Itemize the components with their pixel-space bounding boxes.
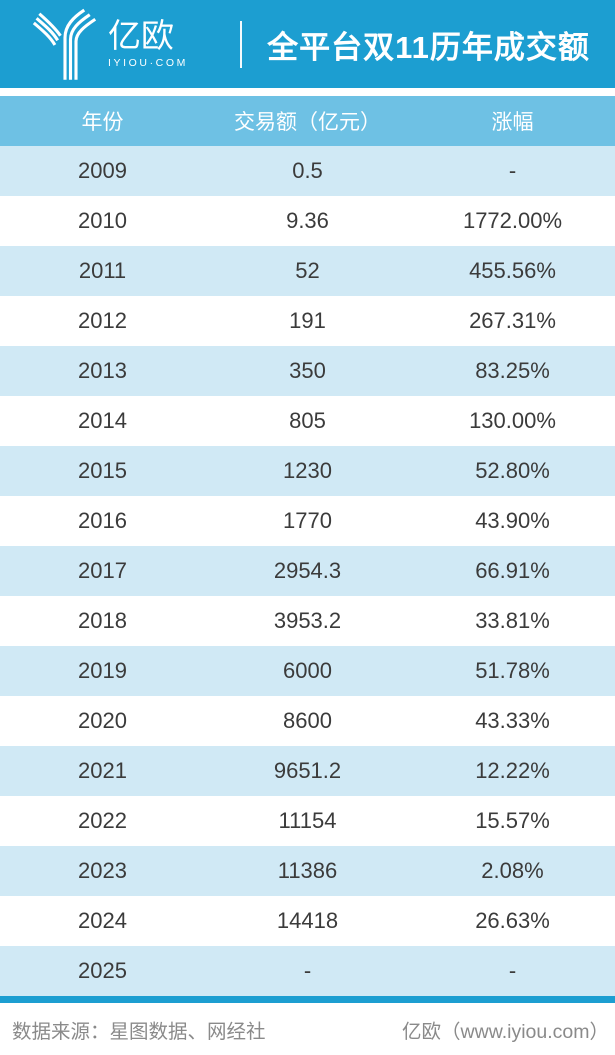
- table-cell: 26.63%: [475, 908, 550, 933]
- brand-domain: IYIOU·COM: [108, 56, 188, 69]
- table-cell: 2019: [78, 658, 127, 683]
- table-cell: 2014: [78, 408, 127, 433]
- table-row: 2021 9651.2 12.22%: [0, 746, 615, 796]
- data-source-label: 数据来源：星图数据、网经社: [12, 1020, 266, 1043]
- table-cell: 6000: [283, 658, 332, 683]
- table-cell: 52.80%: [475, 458, 550, 483]
- table-body: 2009 0.5-2010 9.36 1772.00% 2011 52 455.56% 201…: [0, 146, 615, 996]
- table-cell: 2024: [78, 908, 127, 933]
- table-cell: 9651.2: [273, 758, 342, 783]
- table-cell: 2011: [78, 258, 127, 283]
- footer-credit: 亿欧（www.iyiou.com）: [402, 1020, 609, 1043]
- table-cell: 2015: [78, 458, 127, 483]
- table-cell: 43.33%: [475, 708, 550, 733]
- table-cell: 2025: [78, 958, 127, 983]
- table-row: 2022 11154 15.57%: [0, 796, 615, 846]
- table-row: 2017 2954.3 66.91%: [0, 546, 615, 596]
- footer: 数据来源：星图数据、网经社 亿欧（www.iyiou.com）: [0, 1003, 615, 1055]
- table-row: 2016 1770 43.90%: [0, 496, 615, 546]
- table-cell: 2013: [78, 358, 127, 383]
- table-cell: 11386: [277, 858, 338, 883]
- table-row: 2015 1230 52.80%: [0, 446, 615, 496]
- table-cell: 2016: [78, 508, 127, 533]
- table-cell: 51.78%: [475, 658, 550, 683]
- table-cell: 1772.00%: [462, 208, 563, 233]
- table-cell: 2021: [78, 758, 127, 783]
- table-cell: 12.22%: [475, 758, 550, 783]
- table-cell: 11154: [278, 808, 337, 833]
- table-row: 2009 0.5 -: [0, 146, 615, 196]
- table-row: 2023 11386 2.08%: [0, 846, 615, 896]
- column-header-growth: 涨幅: [410, 96, 615, 146]
- table-cell: 2954.3: [273, 558, 342, 583]
- table-cell: 1770: [283, 508, 332, 533]
- table-cell: 1230: [283, 458, 332, 483]
- logo-text: 亿欧 IYIOU·COM: [108, 19, 188, 69]
- table-cell: 8600: [283, 708, 332, 733]
- table-cell: 267.31%: [469, 308, 556, 333]
- table-row: 2024 14418 26.63%: [0, 896, 615, 946]
- table-row: 2020 8600 43.33%: [0, 696, 615, 746]
- iyiou-logo: 亿欧 IYIOU·COM: [32, 7, 188, 81]
- table-cell: -: [508, 958, 517, 983]
- table-row: 2018 3953.2 33.81%: [0, 596, 615, 646]
- column-header-year: 年份: [0, 96, 205, 146]
- table-cell: 33.81%: [475, 608, 550, 633]
- page-title: 全平台双11历年成交额: [267, 29, 590, 65]
- table-cell: 83.25%: [475, 358, 550, 383]
- table-cell: 52: [295, 258, 320, 283]
- header-gap: [0, 88, 615, 96]
- table-cell: 455.56%: [469, 258, 556, 283]
- header-banner: 亿欧 IYIOU·COM 全平台双11历年成交额: [0, 0, 615, 88]
- table-cell: 350: [289, 358, 326, 383]
- table-cell: 805: [289, 408, 326, 433]
- table-header-row: 年份 交易额（亿元） 涨幅: [0, 96, 615, 146]
- table-row: 2014 805 130.00%: [0, 396, 615, 446]
- table-cell: -: [303, 958, 312, 983]
- table-row: 2019 6000 51.78%: [0, 646, 615, 696]
- table-cell: -: [508, 158, 517, 183]
- table-cell: 66.91%: [475, 558, 550, 583]
- table-cell: 2018: [78, 608, 127, 633]
- header-divider: [239, 20, 242, 68]
- table-cell: 3953.2: [273, 608, 342, 633]
- table-row: 2013 350 83.25%: [0, 346, 615, 396]
- table-row: 2010 9.36 1772.00%: [0, 196, 615, 246]
- table-cell: 43.90%: [475, 508, 550, 533]
- table-row: 2012 191 267.31%: [0, 296, 615, 346]
- table-cell: 0.5: [292, 158, 323, 183]
- table-cell: 2009: [78, 158, 127, 183]
- table-cell: 2020: [78, 708, 127, 733]
- table-cell: 2010: [78, 208, 127, 233]
- brand-name: 亿欧: [108, 17, 174, 55]
- table-cell: 14418: [276, 908, 339, 933]
- table-cell: 2017: [78, 558, 127, 583]
- table-cell: 15.57%: [475, 808, 550, 833]
- bottom-accent-bar: [0, 996, 615, 1003]
- table-cell: 2012: [78, 308, 127, 333]
- table-cell: 9.36: [286, 208, 329, 233]
- gmv-table: 年份 交易额（亿元） 涨幅 2009 0.5-2010 9.36 1772.00% 20…: [0, 96, 615, 996]
- column-header-gmv: 交易额（亿元）: [205, 96, 410, 146]
- table-row: 2025 - -: [0, 946, 615, 996]
- table-row: 2011 52 455.56%: [0, 246, 615, 296]
- iyiou-y-logo-icon: [32, 8, 97, 80]
- table-cell: 2023: [78, 858, 127, 883]
- table-cell: 2.08%: [481, 858, 544, 883]
- table-cell: 2022: [78, 808, 127, 833]
- table-cell: 130.00%: [469, 408, 556, 433]
- table-cell: 191: [289, 308, 326, 333]
